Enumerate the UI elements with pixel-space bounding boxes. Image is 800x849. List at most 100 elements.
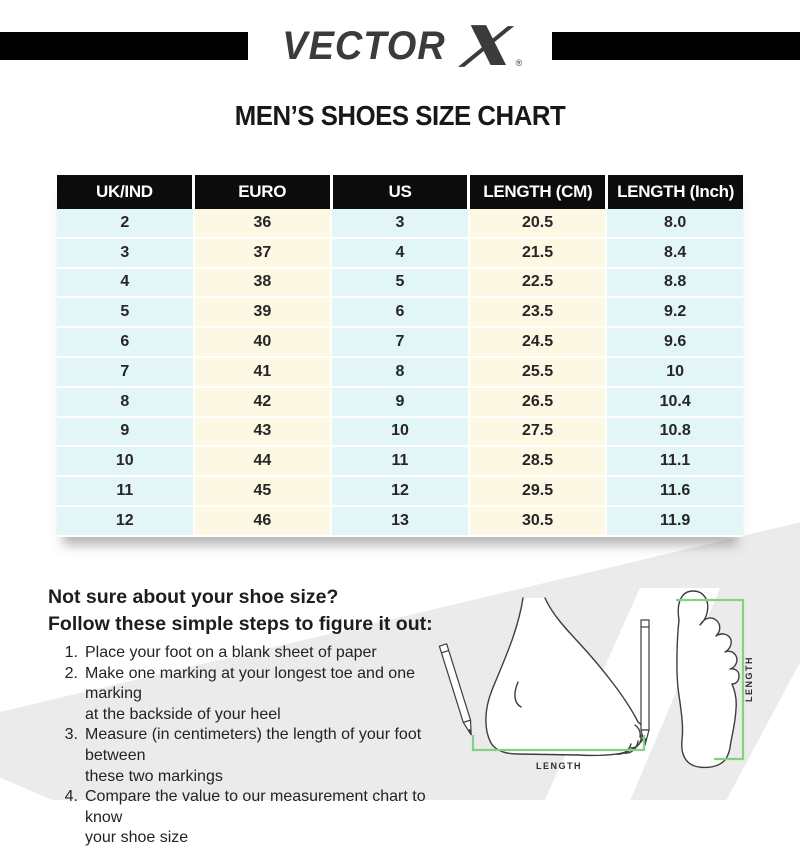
table-cell: 13 [332, 506, 470, 537]
table-cell: 21.5 [469, 238, 608, 269]
table-cell: 27.5 [469, 417, 608, 448]
step-text: Measure (in centimeters) the length of y… [85, 726, 422, 764]
table-cell: 4 [332, 238, 470, 269]
table-cell: 11.9 [607, 506, 743, 537]
step-text: Place your foot on a blank sheet of pape… [85, 644, 377, 661]
table-cell: 11 [57, 477, 195, 507]
table-cell: 37 [194, 238, 333, 269]
step-number: 4. [64, 788, 78, 806]
help-section: Not sure about your shoe size? Follow th… [48, 584, 458, 849]
table-cell: 22.5 [469, 268, 608, 299]
table-cell: 38 [194, 268, 333, 299]
table-cell: 6 [57, 328, 195, 358]
table-row: 8 42 9 26.5 10.4 [57, 387, 743, 418]
step-text: Make one marking at your longest toe and… [85, 664, 415, 703]
table-cell: 46 [194, 506, 333, 537]
header-bar-left [0, 32, 248, 60]
registered-trademark: ® [515, 58, 523, 68]
size-chart-table: UK/IND EURO US LENGTH (CM) LENGTH (Inch) 2 36… [57, 175, 743, 537]
steps-list: 1. Place your foot on a blank sheet of pa… [48, 643, 458, 849]
length-bracket-horizontal [473, 735, 644, 750]
table-cell: 11.1 [607, 447, 743, 478]
size-table-body: 2 36 3 20.5 8.0 3 37 4 21.5 8.4 4 38 5 22.5 8.8 5 39 6 23.… [57, 209, 743, 537]
table-cell: 8.4 [607, 238, 743, 269]
column-header: LENGTH (CM) [470, 175, 609, 209]
vector-x-icon [457, 25, 514, 67]
table-cell: 10.4 [607, 387, 743, 418]
table-cell: 39 [194, 298, 333, 329]
table-cell: 12 [332, 477, 470, 507]
table-cell: 8.8 [607, 268, 743, 299]
step-line: at the backside of your heel [48, 705, 458, 726]
table-cell: 11 [332, 447, 470, 478]
table-cell: 43 [194, 417, 333, 448]
table-cell: 30.5 [469, 506, 608, 537]
table-cell: 5 [332, 268, 470, 299]
table-cell: 5 [57, 298, 195, 329]
step-number [48, 705, 85, 726]
step-number: 3. [64, 726, 78, 744]
table-row: 7 41 8 25.5 10 [57, 357, 743, 388]
brand-logo: VECTOR ® [262, 22, 538, 70]
foot-sole-view-illustration [677, 591, 739, 767]
table-cell: 4 [57, 268, 195, 299]
table-cell: 23.5 [469, 298, 608, 329]
header-bar-right [552, 32, 800, 60]
table-cell: 20.5 [469, 209, 608, 239]
table-cell: 40 [194, 328, 333, 358]
step-line: these two markings [48, 767, 458, 788]
column-header: LENGTH (Inch) [617, 182, 735, 201]
length-bracket-vertical [676, 600, 743, 759]
table-cell: 3 [332, 209, 470, 239]
step-text: your shoe size [85, 829, 189, 847]
step-number [48, 828, 85, 849]
table-cell: 45 [194, 477, 333, 507]
step-line: 2. Make one marking at your longest toe a… [48, 664, 458, 705]
pencil-heel-icon [439, 644, 474, 736]
table-cell: 7 [57, 357, 195, 388]
table-row: 6 40 7 24.5 9.6 [57, 328, 743, 358]
step-line: 1. Place your foot on a blank sheet of pa… [48, 643, 458, 664]
step-line: 4. Compare the value to our measurement c… [48, 787, 458, 828]
column-header: US [333, 175, 471, 209]
table-cell: 11.6 [607, 477, 743, 507]
step-text: these two markings [85, 767, 223, 785]
table-cell: 24.5 [469, 328, 608, 358]
pencil-toe-icon [641, 620, 649, 745]
table-cell: 12 [57, 506, 195, 537]
column-header: UK/IND [57, 175, 195, 209]
page-title: MEN’S SHOES SIZE CHART [234, 100, 566, 131]
table-row: 9 43 10 27.5 10.8 [57, 417, 743, 448]
table-header-row: UK/IND EURO US LENGTH (CM) LENGTH (Inch) [57, 175, 743, 209]
step-number [48, 767, 85, 788]
step-line: 3. Measure (in centimeters) the length of… [48, 725, 458, 766]
table-cell: 36 [194, 209, 333, 239]
table-row: 11 45 12 29.5 11.6 [57, 477, 743, 507]
table-cell: 25.5 [469, 357, 608, 388]
table-cell: 26.5 [469, 387, 608, 418]
help-heading-line2: Follow these simple steps to figure it o… [48, 613, 433, 635]
table-cell: 8 [57, 387, 195, 418]
foot-measurement-diagram: LENGTH LENGTH [430, 578, 754, 771]
table-row: 2 36 3 20.5 8.0 [57, 209, 743, 239]
table-cell: 7 [332, 328, 470, 358]
table-row: 3 37 4 21.5 8.4 [57, 238, 743, 269]
step-line: your shoe size [48, 828, 458, 849]
table-cell: 6 [332, 298, 470, 329]
table-cell: 44 [194, 447, 333, 478]
table-cell: 2 [57, 209, 195, 239]
table-cell: 8 [332, 357, 470, 388]
table-cell: 10 [607, 357, 743, 388]
table-row: 10 44 11 28.5 11.1 [57, 447, 743, 478]
table-cell: 9 [57, 417, 195, 448]
step-text: Compare the value to our measurement cha… [85, 788, 426, 826]
table-cell: 10.8 [607, 417, 743, 448]
table-cell: 9.2 [607, 298, 743, 329]
table-cell: 10 [57, 447, 195, 478]
length-label-side: LENGTH [536, 761, 582, 771]
table-cell: 41 [194, 357, 333, 388]
table-row: 5 39 6 23.5 9.2 [57, 298, 743, 329]
table-cell: 3 [57, 238, 195, 269]
table-cell: 10 [332, 417, 470, 448]
table-cell: 29.5 [469, 477, 608, 507]
